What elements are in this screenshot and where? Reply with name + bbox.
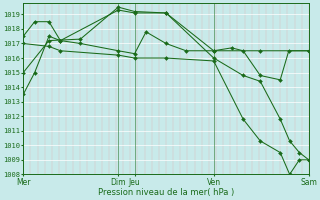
X-axis label: Pression niveau de la mer( hPa ): Pression niveau de la mer( hPa ) xyxy=(98,188,234,197)
